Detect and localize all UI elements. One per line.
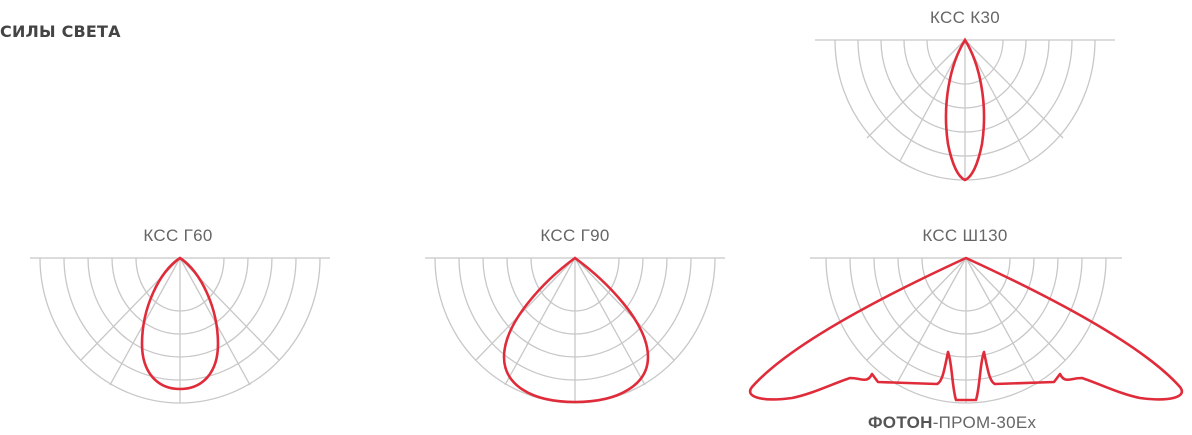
polar-diagram-k30 [810,34,1120,194]
polar-diagram-sh130 [740,252,1192,412]
intensity-curve [748,256,1184,402]
diagram-title-g60: КСС Г60 [143,226,213,245]
diagram-title-sh130: КСС Ш130 [922,226,1008,245]
diagram-title-g90: КСС Г90 [540,226,610,245]
polar-diagram-g60 [25,252,335,412]
product-caption: ФОТОН-ПРОМ-30Ex [868,413,1036,433]
intensity-curve [502,256,650,404]
polar-grid [30,257,330,404]
polar-grid [810,257,1122,404]
intensity-curve [140,256,220,391]
polar-grid [425,257,725,404]
polar-diagram-g90 [420,252,730,412]
polar-grid [815,39,1115,181]
caption-model: -ПРОМ-30Ex [932,413,1037,432]
diagram-title-k30: КСС К30 [930,8,1000,27]
caption-brand: ФОТОН [868,413,933,432]
section-heading: СИЛЫ СВЕТА [0,22,121,41]
intensity-curve [944,37,986,182]
